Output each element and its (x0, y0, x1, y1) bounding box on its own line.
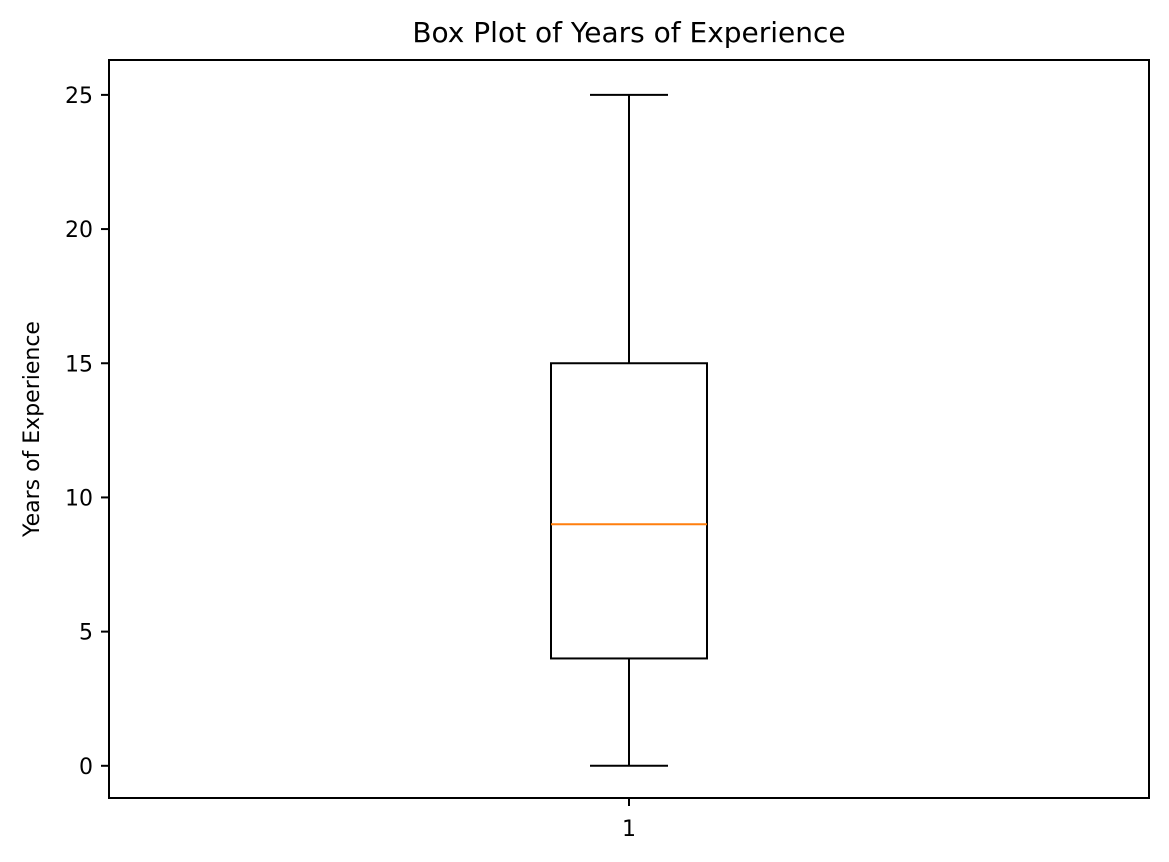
chart-title: Box Plot of Years of Experience (412, 16, 845, 49)
y-axis-ticks: 0 5 10 15 20 25 (65, 84, 109, 780)
y-tick-label: 20 (65, 218, 93, 243)
y-tick-label: 25 (65, 84, 93, 109)
y-tick-label: 0 (79, 755, 93, 780)
y-tick-label: 5 (79, 621, 93, 646)
y-tick-label: 10 (65, 486, 93, 511)
y-axis-label: Years of Experience (20, 321, 45, 538)
plot-area-frame (108, 59, 1150, 799)
x-tick-label: 1 (622, 817, 636, 842)
y-tick-label: 15 (65, 352, 93, 377)
interquartile-box (550, 362, 708, 660)
box-series (550, 93, 708, 767)
x-axis-ticks: 1 (622, 798, 636, 842)
